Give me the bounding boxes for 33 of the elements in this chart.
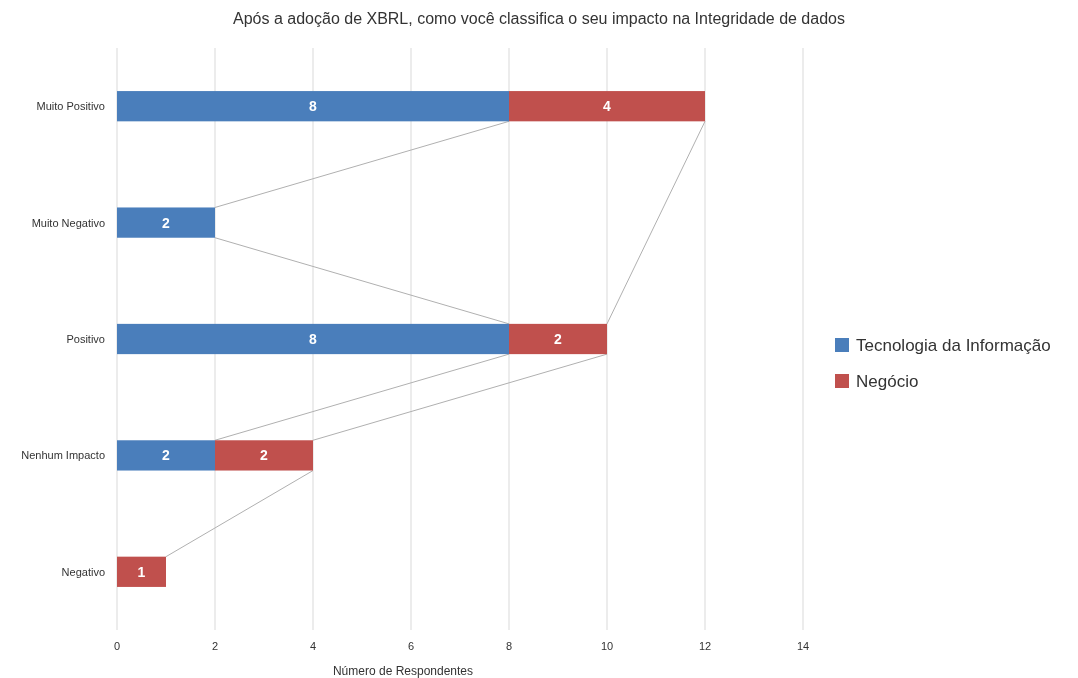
data-label: 8 xyxy=(309,98,318,115)
bar xyxy=(509,323,607,355)
bar xyxy=(117,556,166,587)
data-label: 2 xyxy=(162,447,171,464)
bar xyxy=(509,91,705,122)
data-label: 2 xyxy=(260,447,269,464)
x-tick-label: 0 xyxy=(113,640,121,652)
y-tick-label: Positivo xyxy=(66,333,105,345)
x-axis-title: Número de Respondentes xyxy=(332,664,474,678)
y-tick-label: Nenhum Impacto xyxy=(21,449,105,462)
x-tick-label: 12 xyxy=(698,640,712,652)
data-label: 1 xyxy=(137,563,146,580)
x-tick-label: 4 xyxy=(309,640,317,652)
legend-label: Negócio xyxy=(856,372,919,391)
x-tick-label: 2 xyxy=(211,640,219,652)
data-label: 2 xyxy=(162,214,171,231)
x-tick-label: 8 xyxy=(505,640,513,652)
bar xyxy=(117,207,215,238)
y-tick-label: Muito Negativo xyxy=(31,216,105,229)
bar xyxy=(117,91,509,122)
data-label: 4 xyxy=(603,98,612,115)
legend-label: Tecnologia da Informação xyxy=(856,336,1051,355)
bar xyxy=(215,440,313,471)
data-label: 8 xyxy=(309,331,318,347)
x-tick-label: 6 xyxy=(407,640,415,652)
y-tick-label: Muito Positivo xyxy=(36,100,105,113)
bar xyxy=(117,323,509,355)
data-label: 2 xyxy=(554,331,563,347)
chart-title: Após a adoção de XBRL, como você classifica o seu impacto na Integridade de dados xyxy=(233,10,845,27)
x-tick-label: 14 xyxy=(796,640,810,652)
x-tick-label: 10 xyxy=(600,640,614,652)
bar xyxy=(117,440,215,471)
y-tick-label: Negativo xyxy=(61,565,105,578)
